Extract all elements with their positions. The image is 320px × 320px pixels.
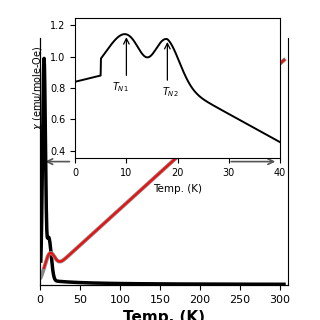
X-axis label: Temp. (K): Temp. (K) [123, 310, 205, 320]
Text: $T_{N2}$: $T_{N2}$ [162, 85, 178, 99]
Text: $T_{N1}$: $T_{N1}$ [112, 81, 129, 94]
X-axis label: Temp. (K): Temp. (K) [153, 184, 202, 194]
Y-axis label: $\chi$ (emu/mole-Oe): $\chi$ (emu/mole-Oe) [30, 46, 44, 130]
